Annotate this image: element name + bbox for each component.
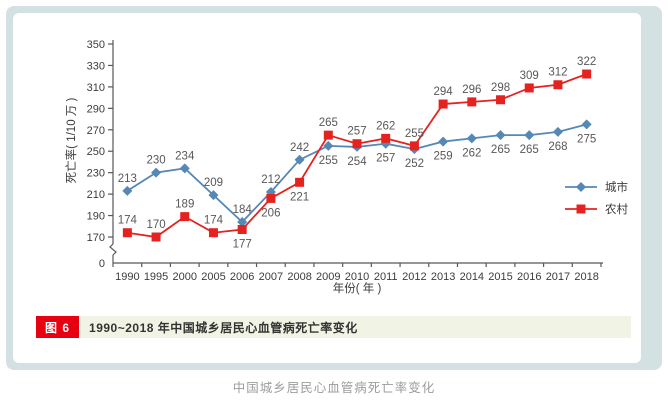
svg-text:2016: 2016 — [517, 271, 541, 283]
svg-text:350: 350 — [87, 39, 105, 51]
svg-text:212: 212 — [261, 174, 280, 186]
figure-badge: 图 6 — [36, 316, 80, 338]
svg-text:189: 189 — [175, 199, 194, 211]
svg-text:265: 265 — [319, 117, 338, 129]
svg-text:2013: 2013 — [431, 271, 455, 283]
svg-text:221: 221 — [290, 191, 309, 203]
svg-text:死亡率( 1/10 万 ): 死亡率( 1/10 万 ) — [64, 98, 78, 184]
svg-text:2017: 2017 — [546, 271, 570, 283]
line-chart: 170 190 210 230 250 270 290 310 330 350 0 1990 1995 2… — [64, 39, 628, 295]
svg-text:2012: 2012 — [402, 271, 426, 283]
svg-text:259: 259 — [434, 151, 453, 163]
svg-text:234: 234 — [175, 150, 195, 162]
svg-text:230: 230 — [87, 168, 105, 180]
svg-text:265: 265 — [520, 144, 539, 156]
svg-text:262: 262 — [462, 147, 481, 159]
svg-text:257: 257 — [376, 153, 395, 165]
svg-text:2011: 2011 — [374, 271, 398, 283]
svg-text:0: 0 — [99, 258, 105, 270]
svg-text:177: 177 — [233, 238, 252, 250]
svg-text:2006: 2006 — [230, 271, 254, 283]
svg-text:296: 296 — [462, 84, 481, 96]
svg-text:330: 330 — [87, 60, 105, 72]
svg-text:190: 190 — [87, 211, 105, 223]
svg-text:262: 262 — [376, 120, 395, 132]
svg-text:210: 210 — [87, 189, 105, 201]
svg-text:209: 209 — [204, 177, 223, 189]
figure-panel: 170 190 210 230 250 270 290 310 330 350 0 1990 1995 2… — [6, 6, 662, 370]
chart-card: 170 190 210 230 250 270 290 310 330 350 0 1990 1995 2… — [13, 13, 641, 363]
svg-text:255: 255 — [405, 128, 424, 140]
svg-text:170: 170 — [87, 232, 105, 244]
svg-text:2015: 2015 — [488, 271, 512, 283]
svg-text:2009: 2009 — [316, 271, 340, 283]
svg-text:252: 252 — [405, 158, 424, 170]
svg-text:206: 206 — [261, 207, 280, 219]
svg-text:268: 268 — [548, 141, 567, 153]
svg-text:290: 290 — [87, 103, 105, 115]
svg-text:174: 174 — [118, 215, 138, 227]
svg-text:184: 184 — [233, 204, 253, 216]
svg-text:170: 170 — [146, 219, 165, 231]
svg-text:213: 213 — [118, 173, 137, 185]
svg-text:2018: 2018 — [574, 271, 598, 283]
svg-text:298: 298 — [491, 82, 510, 94]
svg-text:2007: 2007 — [259, 271, 283, 283]
svg-text:275: 275 — [577, 133, 596, 145]
svg-text:294: 294 — [434, 86, 454, 98]
svg-text:城市: 城市 — [605, 180, 628, 194]
figure-caption-title: 1990~2018 年中国城乡居民心血管病死亡率变化 — [89, 320, 358, 335]
svg-text:230: 230 — [146, 155, 165, 167]
svg-text:1990: 1990 — [115, 271, 139, 283]
svg-text:2014: 2014 — [460, 271, 484, 283]
svg-text:1995: 1995 — [144, 271, 168, 283]
svg-text:174: 174 — [204, 215, 224, 227]
svg-text:250: 250 — [87, 146, 105, 158]
svg-text:310: 310 — [87, 82, 105, 94]
figure-caption-bar: 图 6 1990~2018 年中国城乡居民心血管病死亡率变化 — [36, 316, 631, 338]
svg-text:254: 254 — [347, 156, 367, 168]
svg-text:年份( 年 ): 年份( 年 ) — [333, 281, 382, 295]
svg-text:257: 257 — [347, 126, 366, 138]
svg-text:2000: 2000 — [173, 271, 197, 283]
svg-text:322: 322 — [577, 56, 596, 68]
svg-text:2010: 2010 — [345, 271, 369, 283]
svg-text:270: 270 — [87, 125, 105, 137]
svg-text:312: 312 — [548, 67, 567, 79]
svg-text:农村: 农村 — [605, 202, 628, 216]
svg-text:2005: 2005 — [201, 271, 225, 283]
svg-text:2008: 2008 — [287, 271, 311, 283]
svg-text:255: 255 — [319, 155, 338, 167]
svg-text:265: 265 — [491, 144, 510, 156]
image-caption: 中国城乡居民心血管病死亡率变化 — [232, 381, 436, 395]
svg-text:242: 242 — [290, 142, 309, 154]
svg-text:309: 309 — [520, 70, 539, 82]
